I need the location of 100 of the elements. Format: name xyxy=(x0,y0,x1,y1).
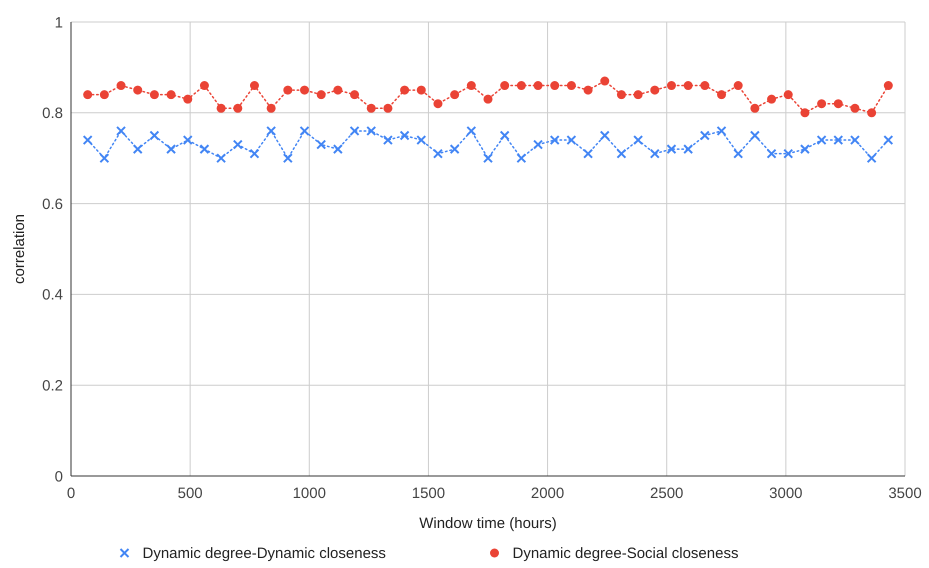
point xyxy=(366,104,376,113)
point xyxy=(700,130,710,140)
point xyxy=(784,90,793,100)
point xyxy=(483,153,493,164)
x-tick-label: 1500 xyxy=(412,485,446,502)
point xyxy=(400,86,410,95)
point xyxy=(650,148,660,159)
point xyxy=(99,153,110,164)
point xyxy=(633,135,644,146)
point xyxy=(750,130,760,140)
point xyxy=(332,144,343,154)
x-tick-label: 0 xyxy=(66,485,76,502)
point xyxy=(450,144,460,154)
point xyxy=(132,144,143,154)
point xyxy=(550,135,560,146)
point xyxy=(500,81,510,90)
point xyxy=(516,81,526,90)
point xyxy=(750,104,760,113)
point xyxy=(584,86,593,95)
point xyxy=(366,126,376,136)
point xyxy=(382,135,393,146)
point xyxy=(282,153,293,164)
point xyxy=(850,104,860,113)
y-tick-label: 0.4 xyxy=(42,286,63,304)
point xyxy=(666,144,676,154)
point xyxy=(433,99,442,108)
point xyxy=(600,130,610,140)
y-tick-label: 0.2 xyxy=(42,377,63,394)
point xyxy=(316,140,326,150)
point xyxy=(883,135,894,146)
point xyxy=(350,90,360,100)
point xyxy=(166,90,176,100)
point xyxy=(817,99,826,108)
point xyxy=(233,104,242,113)
point xyxy=(300,126,310,136)
point xyxy=(400,130,410,140)
legend-label: Dynamic degree-Dynamic closeness xyxy=(142,545,386,562)
point xyxy=(216,153,226,164)
point xyxy=(867,108,876,118)
point xyxy=(149,130,160,140)
point xyxy=(766,148,777,159)
point xyxy=(333,86,342,95)
y-tick-label: 0.6 xyxy=(42,196,63,213)
point xyxy=(800,108,810,118)
point xyxy=(133,86,142,95)
point xyxy=(266,126,276,136)
point xyxy=(484,94,492,104)
point xyxy=(232,140,243,150)
x-tick-label: 3500 xyxy=(888,485,922,502)
point xyxy=(416,135,426,146)
point xyxy=(650,86,660,95)
point xyxy=(716,126,727,136)
point xyxy=(183,94,192,104)
point xyxy=(717,90,726,100)
point xyxy=(116,126,126,136)
point xyxy=(383,104,392,113)
point xyxy=(616,90,626,100)
point xyxy=(566,81,576,90)
point xyxy=(834,99,843,108)
y-axis-title: correlation xyxy=(11,214,28,284)
point xyxy=(250,81,259,90)
point xyxy=(249,148,260,159)
point xyxy=(316,90,326,100)
point xyxy=(616,148,626,159)
x-tick-label: 1000 xyxy=(292,485,326,502)
point xyxy=(450,90,460,100)
y-tick-label: 0.8 xyxy=(42,105,63,122)
point xyxy=(150,90,159,100)
point xyxy=(884,81,893,90)
point xyxy=(82,135,93,146)
point xyxy=(850,135,860,146)
x-tick-label: 3000 xyxy=(769,485,803,502)
point xyxy=(534,81,543,90)
point xyxy=(500,130,510,140)
point xyxy=(783,148,794,159)
point xyxy=(734,81,743,90)
point xyxy=(816,135,827,146)
point xyxy=(416,86,426,95)
point xyxy=(350,126,360,136)
point xyxy=(116,81,126,90)
x-tick-label: 500 xyxy=(178,485,203,502)
point xyxy=(83,90,92,100)
point xyxy=(432,148,443,159)
point xyxy=(866,153,877,164)
point xyxy=(216,104,226,113)
point xyxy=(666,81,676,90)
legend-label: Dynamic degree-Social closeness xyxy=(512,545,738,562)
y-tick-label: 0 xyxy=(54,468,63,486)
point xyxy=(300,86,310,95)
point xyxy=(634,90,643,100)
point xyxy=(516,153,526,164)
point xyxy=(733,148,744,159)
point xyxy=(283,86,292,95)
point xyxy=(684,81,693,90)
point xyxy=(800,144,810,154)
point xyxy=(700,81,710,90)
point xyxy=(466,126,476,136)
point xyxy=(600,76,610,86)
point xyxy=(266,104,276,113)
point xyxy=(583,148,594,159)
